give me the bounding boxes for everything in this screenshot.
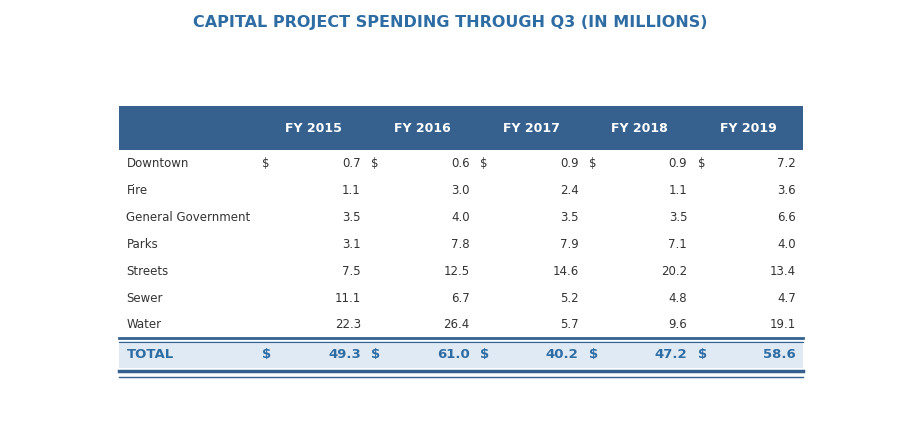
Text: $: $ (589, 348, 598, 361)
Text: Downtown: Downtown (126, 157, 189, 170)
Text: 7.5: 7.5 (342, 265, 361, 277)
Text: 3.1: 3.1 (342, 238, 361, 251)
Text: 3.5: 3.5 (669, 211, 688, 224)
Text: FY 2019: FY 2019 (720, 121, 777, 135)
Text: 4.7: 4.7 (778, 291, 796, 305)
Text: TOTAL: TOTAL (126, 348, 174, 361)
Text: 19.1: 19.1 (770, 319, 796, 332)
Text: 7.2: 7.2 (778, 157, 796, 170)
Text: FY 2018: FY 2018 (611, 121, 668, 135)
Text: 9.6: 9.6 (669, 319, 688, 332)
Text: $: $ (263, 348, 272, 361)
Text: 4.0: 4.0 (778, 238, 796, 251)
Text: 47.2: 47.2 (654, 348, 688, 361)
Text: FY 2017: FY 2017 (502, 121, 560, 135)
Text: Sewer: Sewer (126, 291, 163, 305)
Text: $: $ (372, 348, 381, 361)
Text: FY 2015: FY 2015 (285, 121, 342, 135)
Text: Fire: Fire (126, 184, 148, 197)
Text: 14.6: 14.6 (553, 265, 579, 277)
Text: 7.8: 7.8 (451, 238, 470, 251)
Text: 5.7: 5.7 (560, 319, 579, 332)
Text: 4.8: 4.8 (669, 291, 688, 305)
Text: 0.9: 0.9 (669, 157, 688, 170)
Text: 49.3: 49.3 (328, 348, 361, 361)
Text: 3.0: 3.0 (451, 184, 470, 197)
Text: $: $ (698, 157, 706, 170)
Text: Water: Water (126, 319, 162, 332)
Text: 0.6: 0.6 (451, 157, 470, 170)
Text: Parks: Parks (126, 238, 158, 251)
Text: 7.1: 7.1 (669, 238, 688, 251)
Text: 20.2: 20.2 (662, 265, 688, 277)
Text: 4.0: 4.0 (451, 211, 470, 224)
Text: 13.4: 13.4 (770, 265, 796, 277)
Text: $: $ (589, 157, 597, 170)
Text: 2.4: 2.4 (560, 184, 579, 197)
Text: 0.9: 0.9 (560, 157, 579, 170)
Text: 12.5: 12.5 (444, 265, 470, 277)
Bar (120, 341, 803, 368)
Text: CAPITAL PROJECT SPENDING THROUGH Q3 (IN MILLIONS): CAPITAL PROJECT SPENDING THROUGH Q3 (IN … (193, 15, 707, 30)
Text: 58.6: 58.6 (763, 348, 796, 361)
Text: 6.7: 6.7 (451, 291, 470, 305)
Text: 1.1: 1.1 (342, 184, 361, 197)
Text: $: $ (698, 348, 706, 361)
Text: Streets: Streets (126, 265, 168, 277)
Text: 3.6: 3.6 (778, 184, 796, 197)
Text: 22.3: 22.3 (335, 319, 361, 332)
Text: $: $ (372, 157, 379, 170)
Text: $: $ (263, 157, 270, 170)
Text: 26.4: 26.4 (444, 319, 470, 332)
Text: 5.2: 5.2 (560, 291, 579, 305)
Text: 61.0: 61.0 (436, 348, 470, 361)
Text: $: $ (480, 157, 488, 170)
Text: 1.1: 1.1 (669, 184, 688, 197)
Text: 0.7: 0.7 (342, 157, 361, 170)
Text: 11.1: 11.1 (335, 291, 361, 305)
Text: General Government: General Government (126, 211, 251, 224)
Text: 3.5: 3.5 (560, 211, 579, 224)
Text: 7.9: 7.9 (560, 238, 579, 251)
Text: 40.2: 40.2 (545, 348, 579, 361)
Text: 6.6: 6.6 (778, 211, 796, 224)
Text: FY 2016: FY 2016 (394, 121, 451, 135)
Text: 3.5: 3.5 (342, 211, 361, 224)
Text: $: $ (480, 348, 490, 361)
